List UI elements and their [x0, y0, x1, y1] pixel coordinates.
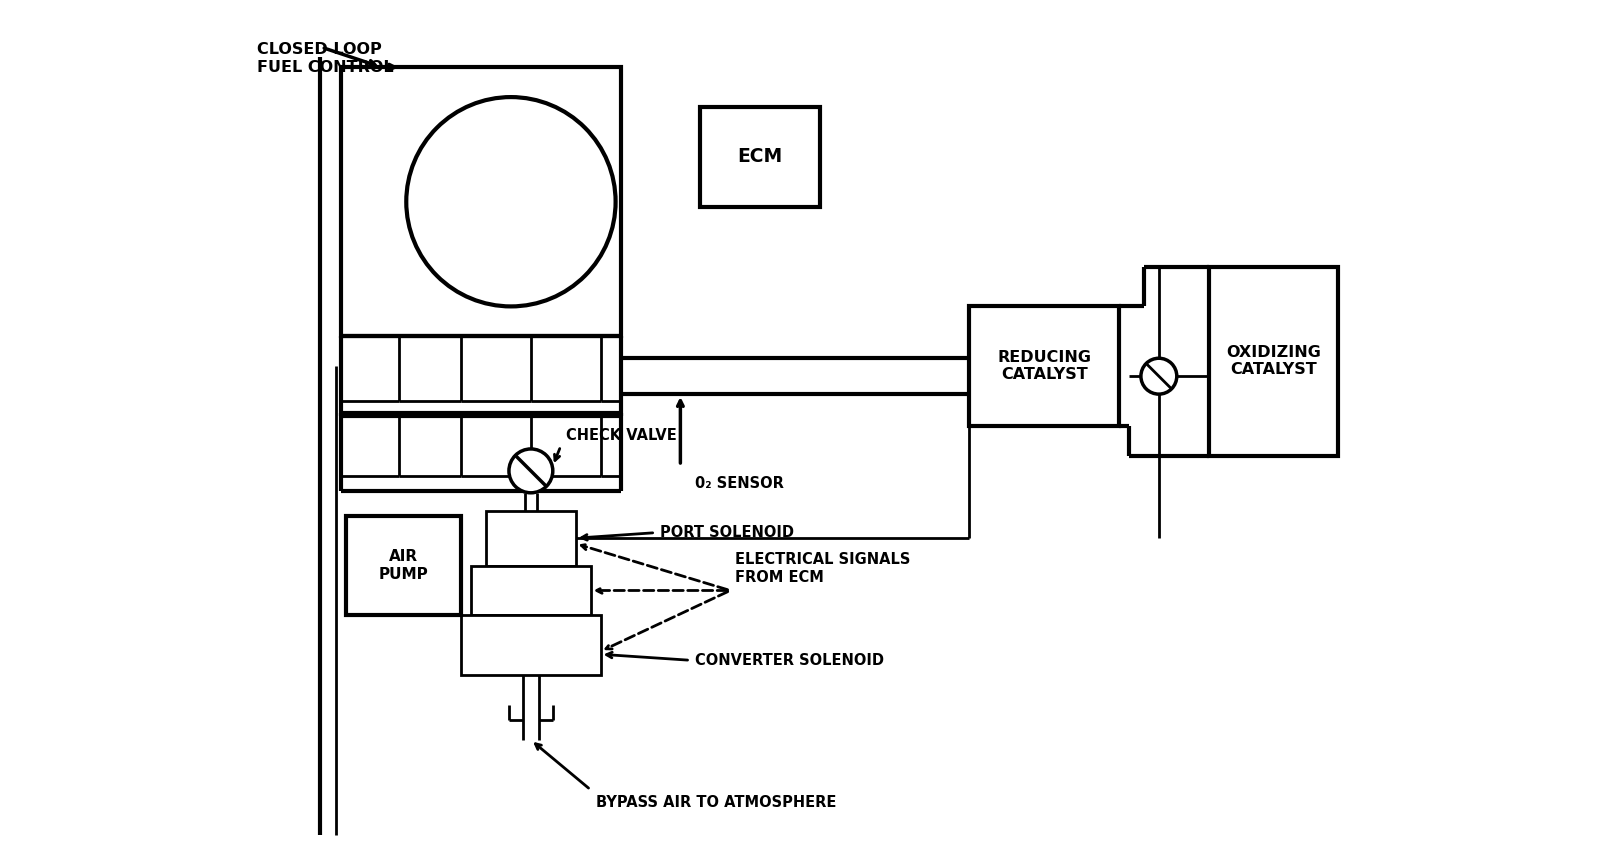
Bar — [486, 511, 576, 565]
Text: CLOSED LOOP
FUEL CONTROL: CLOSED LOOP FUEL CONTROL — [256, 42, 394, 74]
Bar — [470, 565, 590, 616]
Bar — [461, 616, 600, 675]
Bar — [701, 107, 819, 207]
Bar — [970, 307, 1118, 426]
Text: PORT SOLENOID: PORT SOLENOID — [661, 525, 795, 540]
Bar — [347, 516, 461, 616]
Text: CONVERTER SOLENOID: CONVERTER SOLENOID — [696, 653, 885, 668]
Text: ELECTRICAL SIGNALS
FROM ECM: ELECTRICAL SIGNALS FROM ECM — [736, 553, 910, 585]
Circle shape — [406, 97, 616, 307]
Circle shape — [509, 449, 552, 493]
Text: AIR
PUMP: AIR PUMP — [379, 549, 429, 582]
Text: CHECK VALVE: CHECK VALVE — [566, 428, 677, 443]
Text: REDUCING
CATALYST: REDUCING CATALYST — [997, 350, 1091, 383]
Bar — [341, 68, 621, 336]
Circle shape — [1141, 359, 1176, 394]
Text: OXIDIZING
CATALYST: OXIDIZING CATALYST — [1226, 345, 1322, 378]
Text: ECM: ECM — [738, 147, 782, 166]
Bar — [1208, 267, 1338, 456]
Text: BYPASS AIR TO ATMOSPHERE: BYPASS AIR TO ATMOSPHERE — [595, 795, 837, 810]
Text: 0₂ SENSOR: 0₂ SENSOR — [696, 475, 784, 491]
